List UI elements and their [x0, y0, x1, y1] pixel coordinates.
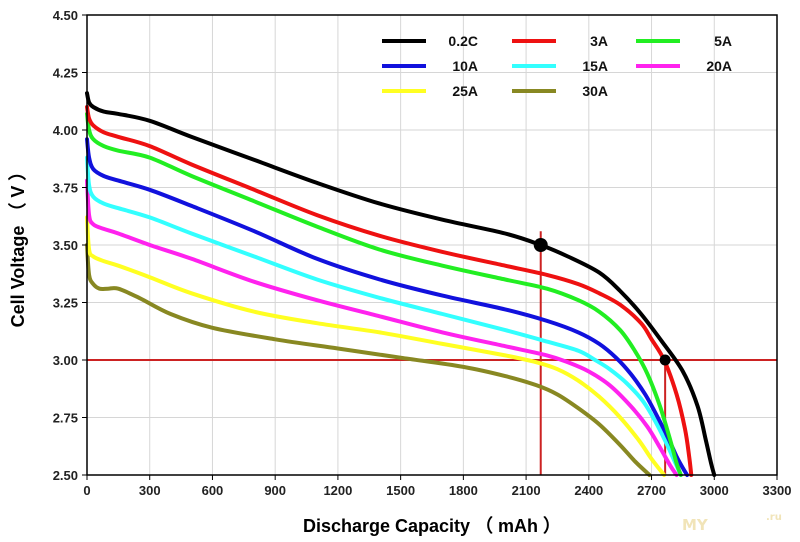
y-tick-label: 3.25 [53, 296, 78, 311]
y-tick-label: 3.00 [53, 353, 78, 368]
x-tick-label: 3300 [763, 483, 792, 498]
x-tick-label: 1500 [386, 483, 415, 498]
y-tick-label: 3.50 [53, 238, 78, 253]
legend: 0.2C 3A 5A 10A 15A 20A 25A 30A [382, 33, 732, 99]
reference-lines [87, 231, 777, 475]
plot-frame [82, 14, 778, 480]
series-line-20a [85, 178, 679, 477]
legend-label-10a: 10A [452, 58, 478, 74]
x-tick-label: 3000 [700, 483, 729, 498]
markers [533, 238, 671, 366]
series-line-3a [85, 105, 694, 477]
x-tick-labels: 0 300 600 900 1200 1500 1800 2100 2400 2700 3000 33… [83, 483, 791, 498]
x-tick-label: 0 [83, 483, 90, 498]
y-tick-labels: 2.50 2.75 3.00 3.25 3.50 3.75 4.00 4.25 4.50 [53, 8, 78, 483]
series-line-5a [85, 111, 683, 477]
legend-label-15a: 15A [582, 58, 608, 74]
x-tick-label: 300 [139, 483, 161, 498]
x-tick-label: 900 [264, 483, 286, 498]
x-axis-title: Discharge Capacity （ mAh ） [303, 516, 561, 536]
legend-label-5a: 5A [714, 33, 732, 49]
series-line-0-2c [85, 91, 717, 477]
legend-label-30a: 30A [582, 83, 608, 99]
series-line-30a [85, 243, 652, 477]
y-tick-label: 4.50 [53, 8, 78, 23]
marker-point [533, 238, 548, 252]
y-axis-title: Cell Voltage （ V ） [8, 163, 28, 328]
series-line-15a [85, 155, 683, 477]
series-lines [85, 91, 717, 477]
x-tick-label: 2100 [512, 483, 541, 498]
legend-label-20a: 20A [706, 58, 732, 74]
y-tick-label: 4.00 [53, 123, 78, 138]
legend-label-0-2c: 0.2C [448, 33, 478, 49]
x-tick-label: 1200 [323, 483, 352, 498]
marker-point [659, 354, 671, 366]
x-tick-label: 2400 [574, 483, 603, 498]
legend-label-25a: 25A [452, 83, 478, 99]
series-line-25a [85, 215, 667, 477]
watermark: MY .ru [682, 512, 782, 534]
y-tick-label: 2.75 [53, 411, 78, 426]
y-tick-label: 2.50 [53, 468, 78, 483]
watermark-suffix: .ru [766, 512, 782, 523]
legend-label-3a: 3A [590, 33, 608, 49]
x-tick-label: 2700 [637, 483, 666, 498]
y-tick-label: 3.75 [53, 181, 78, 196]
grid [87, 15, 777, 475]
watermark-text: MY [682, 516, 709, 534]
x-tick-label: 1800 [449, 483, 478, 498]
series-line-10a [85, 137, 690, 477]
x-tick-label: 600 [202, 483, 224, 498]
y-tick-label: 4.25 [53, 66, 78, 81]
